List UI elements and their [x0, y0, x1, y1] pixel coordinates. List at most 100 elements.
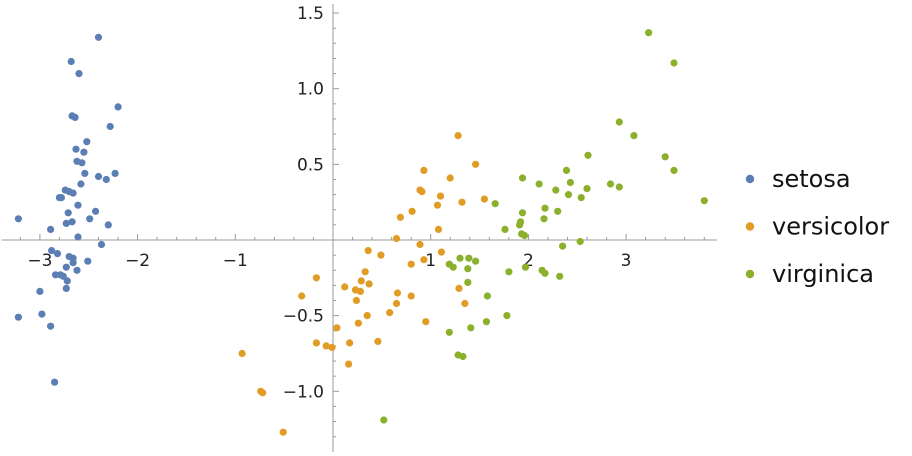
- data-point-virginica: [467, 324, 475, 332]
- data-point-virginica: [380, 416, 388, 424]
- data-point-versicolor: [354, 319, 362, 327]
- data-point-versicolor: [458, 198, 466, 206]
- legend-label-virginica: virginica: [772, 260, 874, 288]
- data-point-versicolor: [346, 339, 354, 347]
- data-point-versicolor: [407, 292, 415, 300]
- y-tick-label: −0.5: [283, 307, 324, 327]
- data-point-virginica: [501, 225, 509, 233]
- data-point-virginica: [615, 118, 623, 126]
- data-point-setosa: [47, 322, 55, 330]
- data-points: [14, 29, 708, 436]
- data-point-setosa: [68, 218, 76, 226]
- x-tick-label: −2: [125, 251, 150, 271]
- data-point-setosa: [69, 189, 77, 197]
- data-point-virginica: [540, 215, 548, 223]
- axes: [2, 4, 717, 452]
- data-point-setosa: [104, 221, 112, 229]
- data-point-setosa: [69, 259, 77, 267]
- data-point-virginica: [630, 132, 638, 140]
- data-point-versicolor: [341, 283, 349, 291]
- legend-marker-virginica: [745, 269, 755, 279]
- data-point-virginica: [464, 265, 472, 273]
- data-point-setosa: [111, 169, 119, 177]
- data-point-setosa: [51, 271, 60, 279]
- data-point-virginica: [670, 59, 678, 67]
- data-point-virginica: [464, 278, 472, 286]
- data-point-setosa: [72, 145, 80, 153]
- data-point-virginica: [566, 178, 575, 187]
- axis-ticks: −3 −2 −1 1 2 3 1.5 1.0 0.5 −0.5 −1.0: [19, 4, 705, 438]
- data-point-versicolor: [437, 248, 445, 256]
- data-point-setosa: [106, 122, 114, 131]
- data-point-virginica: [445, 328, 453, 336]
- series-setosa: [14, 33, 122, 386]
- data-point-versicolor: [418, 188, 426, 196]
- data-point-setosa: [63, 277, 71, 285]
- data-point-virginica: [583, 185, 591, 193]
- data-point-virginica: [521, 263, 530, 271]
- data-point-versicolor: [361, 268, 369, 276]
- data-point-setosa: [80, 148, 88, 156]
- legend-label-setosa: setosa: [772, 165, 851, 193]
- data-point-versicolor: [472, 160, 480, 168]
- data-point-setosa: [78, 159, 86, 167]
- data-point-virginica: [472, 257, 480, 265]
- data-point-setosa: [94, 172, 103, 181]
- data-point-versicolor: [455, 284, 463, 292]
- data-point-setosa: [75, 70, 83, 78]
- data-point-versicolor: [333, 324, 341, 332]
- data-point-versicolor: [386, 309, 394, 317]
- x-tick-label: 2: [523, 251, 534, 271]
- legend-label-versicolor: versicolor: [772, 213, 889, 241]
- data-point-versicolor: [446, 174, 454, 182]
- data-point-setosa: [38, 310, 46, 318]
- data-point-versicolor: [420, 256, 428, 264]
- data-point-versicolor: [357, 277, 365, 285]
- data-point-setosa: [48, 247, 56, 255]
- y-tick-label: 1.0: [297, 80, 324, 100]
- data-point-versicolor: [238, 349, 246, 358]
- data-point-versicolor: [434, 225, 443, 233]
- data-point-virginica: [559, 242, 567, 250]
- data-point-versicolor: [416, 240, 424, 249]
- x-tick-label: −3: [27, 251, 52, 271]
- data-point-virginica: [615, 183, 623, 191]
- data-point-setosa: [81, 169, 89, 177]
- data-point-versicolor: [433, 201, 442, 209]
- x-tick-label: 1: [425, 251, 436, 271]
- data-point-virginica: [503, 312, 511, 320]
- data-point-versicolor: [480, 195, 488, 203]
- data-point-setosa: [74, 233, 82, 241]
- series-virginica: [380, 29, 708, 424]
- data-point-versicolor: [322, 342, 330, 350]
- data-point-virginica: [516, 221, 524, 229]
- data-point-setosa: [62, 263, 70, 271]
- data-point-versicolor: [420, 166, 428, 174]
- x-tick-label: −1: [223, 251, 248, 271]
- data-point-setosa: [94, 33, 103, 41]
- data-point-virginica: [576, 237, 584, 246]
- data-point-setosa: [14, 215, 22, 223]
- data-point-virginica: [491, 200, 499, 208]
- data-point-setosa: [64, 209, 72, 217]
- data-point-versicolor: [365, 280, 373, 288]
- data-point-versicolor: [396, 213, 404, 221]
- data-point-versicolor: [377, 251, 385, 259]
- data-point-versicolor: [259, 389, 267, 397]
- data-point-virginica: [456, 254, 464, 262]
- legend-marker-versicolor: [745, 222, 755, 231]
- x-tick-label: 3: [621, 251, 632, 271]
- data-point-virginica: [541, 269, 549, 277]
- data-point-virginica: [483, 292, 491, 300]
- data-point-versicolor: [392, 234, 401, 243]
- data-point-versicolor: [312, 339, 320, 347]
- data-point-virginica: [700, 197, 708, 205]
- data-point-setosa: [71, 113, 79, 121]
- data-point-virginica: [661, 153, 669, 161]
- legend-marker-setosa: [745, 174, 755, 184]
- data-point-versicolor: [363, 312, 371, 320]
- data-point-setosa: [102, 175, 110, 184]
- data-point-versicolor: [408, 207, 416, 215]
- y-tick-label: 0.5: [297, 155, 324, 175]
